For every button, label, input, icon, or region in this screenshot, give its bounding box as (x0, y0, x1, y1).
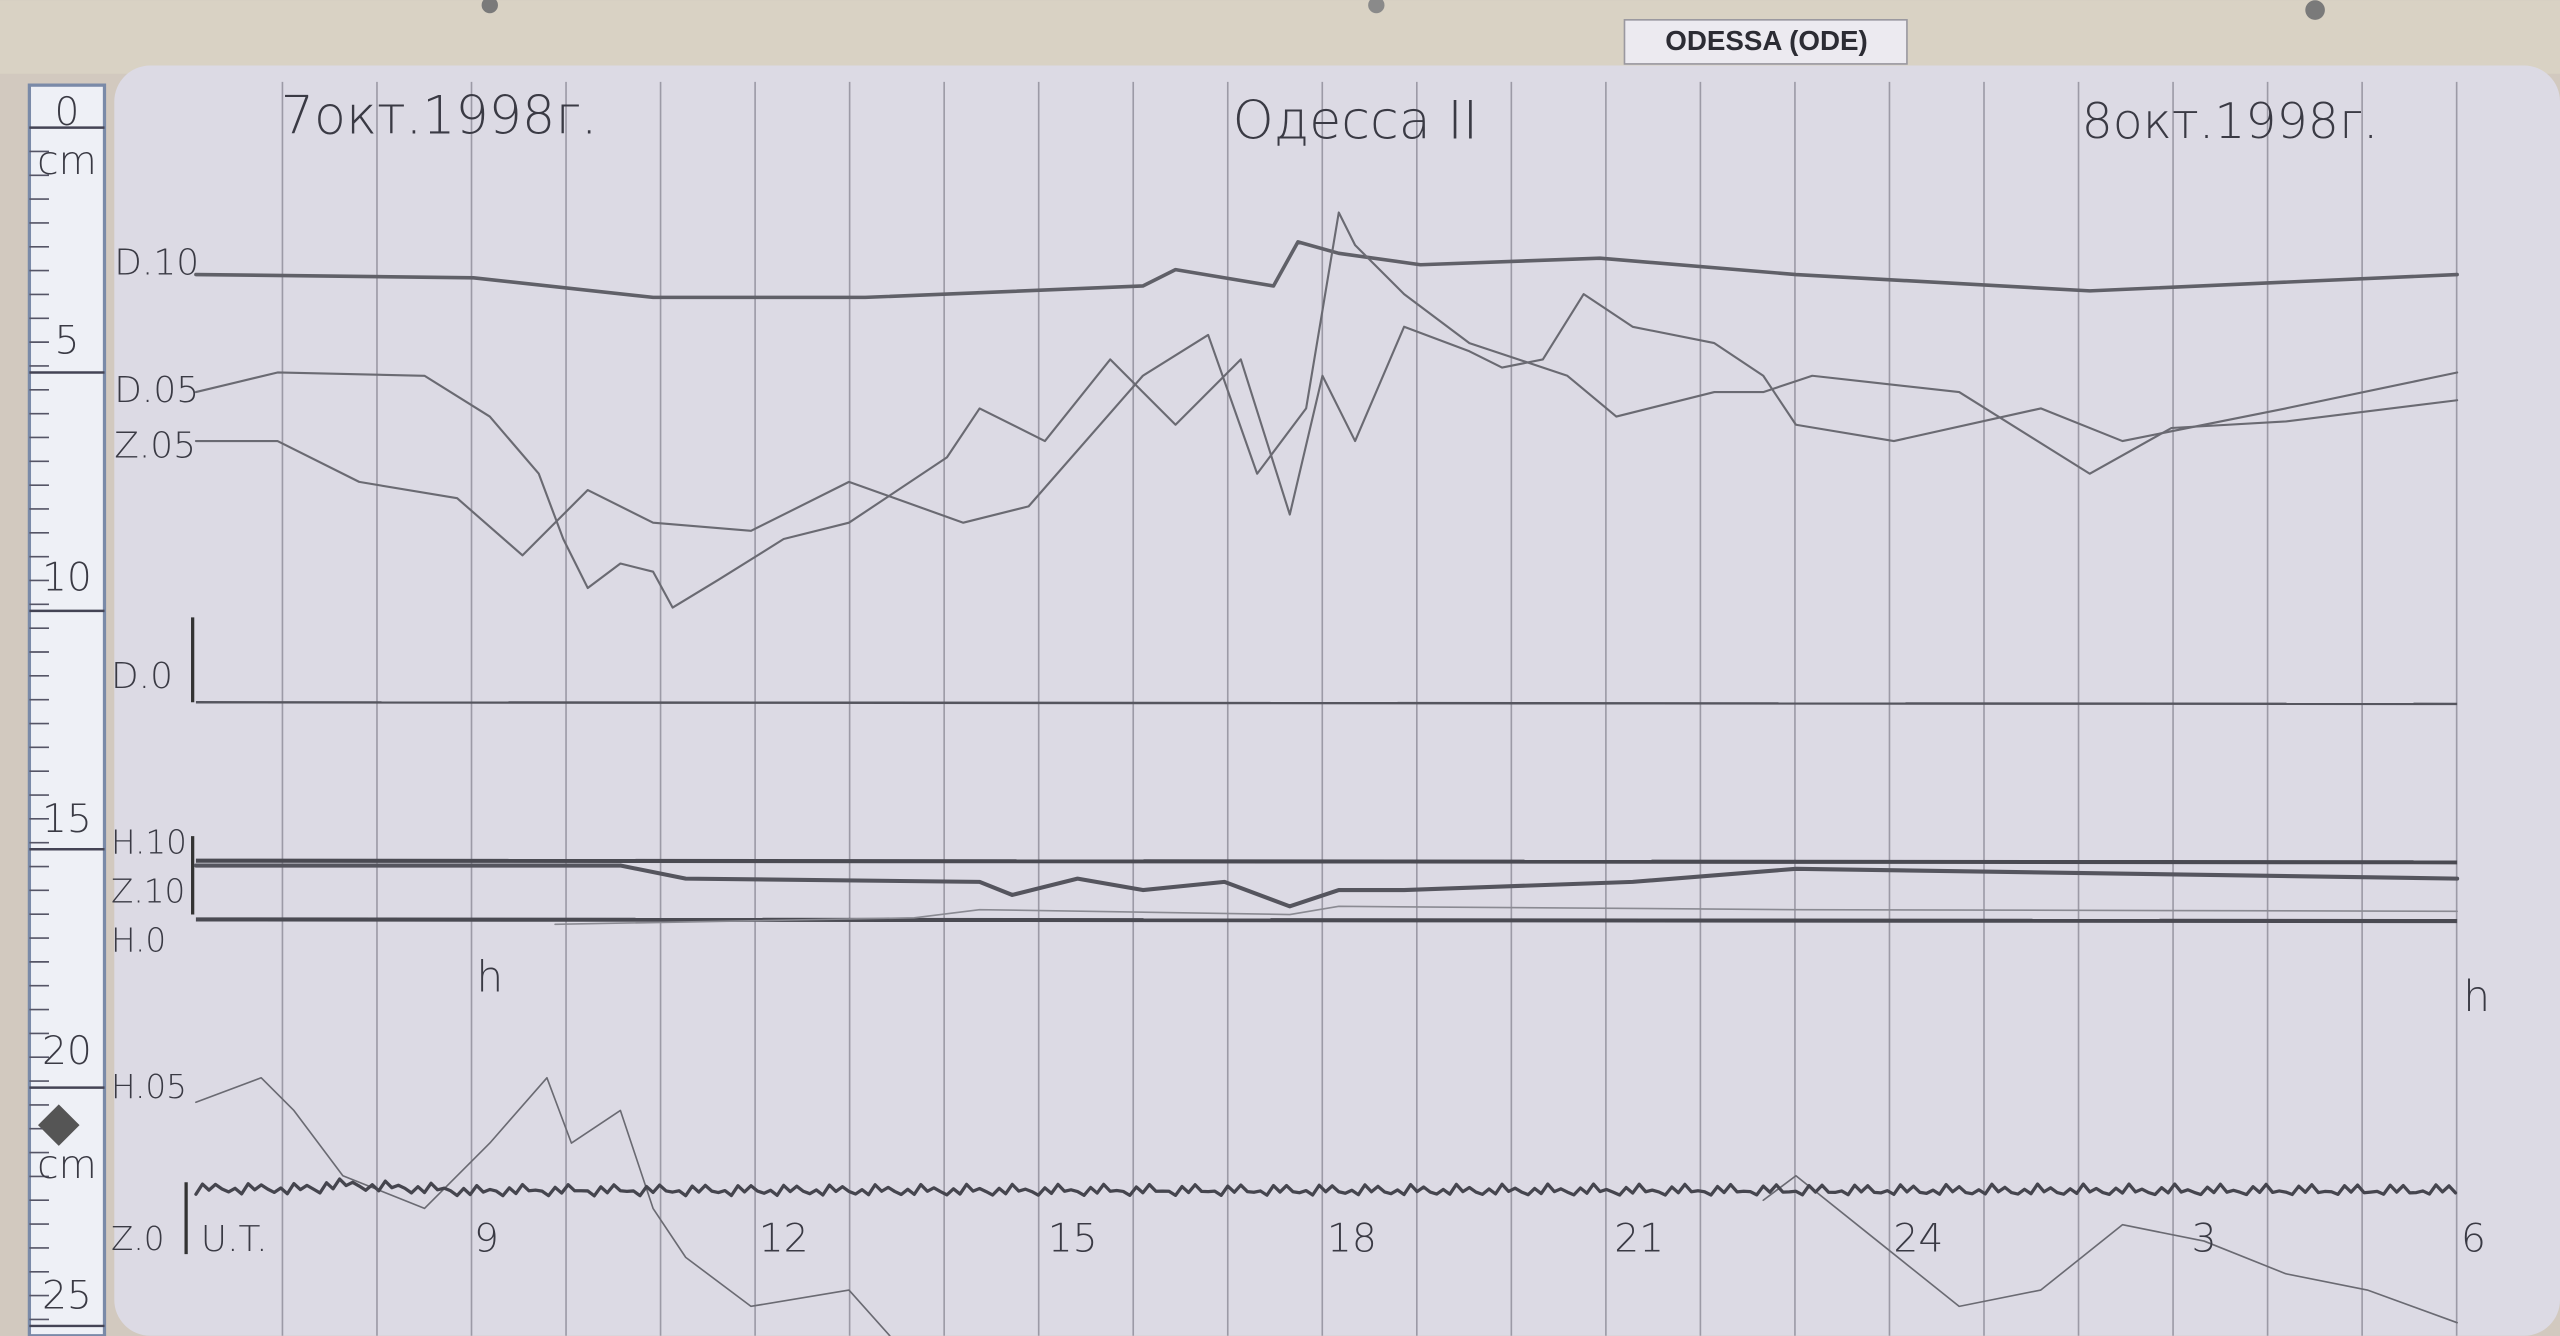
trace-label: D.10 (114, 243, 199, 284)
trace-label: D.0 (111, 656, 173, 697)
trace-h05 (195, 1076, 891, 1336)
plate-label: ODESSA (ODE) (1665, 25, 1867, 56)
trace-label: Z.0 (111, 1220, 165, 1258)
time-unit: U.T. (201, 1219, 268, 1260)
ruler-label: 25 (42, 1274, 92, 1319)
hour-label: 21 (1614, 1217, 1664, 1262)
trace-z10 (193, 863, 2460, 909)
ruler-label: cm (37, 139, 97, 184)
hour-label: 24 (1893, 1217, 1943, 1262)
ruler-mark (37, 1104, 80, 1146)
trace-z05 (194, 211, 2459, 557)
ruler-label: cm (37, 1143, 97, 1188)
screw (2305, 0, 2325, 20)
hour-label: 15 (1048, 1217, 1098, 1262)
ruler-label: 10 (42, 555, 92, 600)
trace-label: D.05 (114, 370, 199, 411)
trace-label: H.0 (111, 921, 166, 959)
trace-d10 (194, 240, 2459, 300)
ruler-label: 20 (42, 1029, 92, 1074)
paper (114, 65, 2560, 1336)
trace-label: Z.05 (114, 426, 196, 467)
trace-h0 (554, 905, 2458, 926)
plate (1623, 19, 1908, 65)
baseline-h0 (195, 917, 2458, 924)
hour-label: 6 (2461, 1217, 2486, 1262)
station: Одесса II (1233, 91, 1479, 151)
board-top (0, 0, 2560, 74)
hour-label: 3 (2192, 1217, 2217, 1262)
baseline-h10 (195, 858, 2458, 865)
hour-mark: h (476, 953, 503, 1002)
trace-label: Z.10 (111, 872, 185, 910)
date-end: 8окт.1998г. (2082, 93, 2379, 150)
baseline-d0 (195, 701, 2458, 706)
scale-arrows (184, 617, 195, 1255)
hour-mark: h (2463, 973, 2490, 1022)
trace-label: H.10 (111, 823, 187, 861)
grid (281, 81, 2458, 1336)
trace-h05-tail (1762, 1174, 2458, 1324)
ruler-label: 5 (54, 319, 79, 364)
hour-label: 18 (1327, 1217, 1377, 1262)
screw (481, 0, 498, 14)
hour-label: 9 (474, 1217, 499, 1262)
trace-label: H.05 (111, 1068, 187, 1106)
ruler-ticks (29, 126, 105, 1328)
date-start: 7окт.1998г. (281, 86, 598, 146)
hour-label: 12 (759, 1217, 809, 1262)
screw (1368, 0, 1385, 14)
hour-ticks: 9 12 15 18 21 24 3 6 (474, 1217, 2486, 1262)
trace-z0 (194, 1177, 2458, 1198)
trace-d05 (194, 293, 2459, 609)
ruler-label: 0 (54, 90, 79, 135)
ruler-label: 15 (42, 797, 92, 842)
